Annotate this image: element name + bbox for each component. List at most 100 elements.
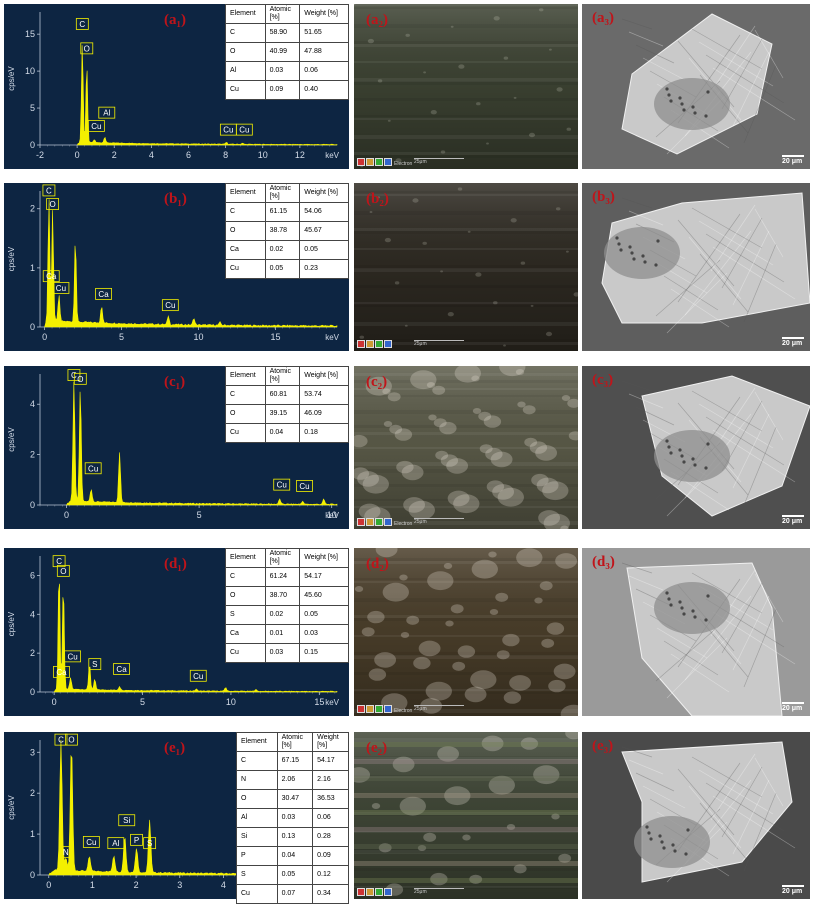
table-cell: S: [236, 865, 278, 885]
panel-label: (c₁): [164, 374, 186, 390]
y-tick-label: 2: [30, 450, 35, 460]
table-cell: 0.06: [312, 808, 349, 828]
table-cell: 36.53: [312, 789, 349, 809]
x-tick-label: 6: [186, 150, 191, 160]
peak-marker: Cu: [82, 836, 100, 848]
x-tick-label: 3: [177, 880, 182, 890]
composition-table: Element Atomic [%] Weight [%] C 58.90 51.65 O 4…: [225, 4, 349, 100]
table-cell: 54.17: [312, 751, 349, 771]
column-header: Weight [%]: [299, 366, 349, 386]
table-cell: 0.04: [276, 846, 314, 866]
peak-marker: C: [42, 184, 56, 197]
table-cell: 61.24: [264, 567, 301, 587]
sem-micrograph: 20 μm: [582, 4, 810, 169]
scale-text: 25μm: [414, 159, 427, 165]
surface-texture: [354, 183, 578, 351]
sem-micrograph: 20 μm: [582, 732, 810, 899]
table-cell: 0.07: [276, 884, 314, 904]
y-tick-label: 2: [30, 788, 35, 798]
x-tick-label: -2: [36, 150, 44, 160]
peak-marker: Cu: [64, 650, 81, 663]
column-header: Atomic [%]: [264, 366, 301, 386]
peak-label: Ca: [56, 668, 67, 677]
table-cell: Ca: [225, 624, 266, 644]
table-cell: 39.15: [264, 404, 301, 424]
table-cell: C: [225, 202, 266, 222]
optical-micrograph: Electron 25μm: [354, 366, 578, 529]
peak-label: P: [134, 836, 139, 845]
peak-label: O: [84, 44, 90, 53]
table-row: Cu 0.09 0.40: [225, 80, 349, 100]
column-header: Atomic [%]: [264, 548, 301, 568]
peak-marker: O: [73, 372, 87, 385]
peak-label: N: [63, 848, 69, 857]
y-tick-label: 10: [25, 66, 35, 76]
column-header: Atomic [%]: [276, 732, 314, 752]
table-cell: 0.05: [276, 865, 314, 885]
scale-bar: 20 μm: [782, 885, 804, 895]
x-tick-label: 15: [314, 697, 324, 707]
table-cell: 58.90: [264, 23, 301, 43]
table-cell: C: [225, 385, 266, 405]
table-row: Ca 0.02 0.05: [225, 240, 349, 260]
table-cell: Cu: [236, 884, 278, 904]
table-header-row: Element Atomic [%] Weight [%]: [225, 4, 349, 24]
optical-micrograph: 25μm: [354, 183, 578, 351]
y-axis-label: cps/eV: [7, 246, 16, 271]
table-cell: 46.09: [299, 404, 349, 424]
composition-table: Element Atomic [%] Weight [%] C 60.81 53.74 O 3…: [225, 366, 349, 443]
table-cell: 0.09: [312, 846, 349, 866]
panel-label: (c₂): [366, 374, 388, 390]
table-cell: 54.17: [299, 567, 349, 587]
column-header: Element: [225, 183, 266, 203]
y-tick-label: 1: [30, 829, 35, 839]
x-axis-unit: keV: [325, 698, 339, 707]
peak-marker: Cu: [273, 478, 291, 491]
table-row: C 61.24 54.17: [225, 567, 349, 587]
table-cell: 2.16: [312, 770, 349, 790]
x-tick-label: 8: [223, 150, 228, 160]
surface-texture: [354, 366, 578, 529]
scale-text: 25μm: [414, 341, 427, 347]
y-tick-label: 0: [30, 500, 35, 510]
table-row: O 30.47 36.53: [236, 789, 349, 809]
table-cell: O: [225, 42, 266, 62]
x-tick-label: 10: [193, 332, 203, 342]
peak-marker: O: [46, 198, 60, 210]
y-tick-label: 5: [30, 103, 35, 113]
table-cell: O: [225, 221, 266, 241]
x-tick-label: 4: [221, 880, 226, 890]
x-axis-unit: keV: [325, 511, 339, 520]
scale-text: 25μm: [414, 519, 427, 525]
peak-marker: Al: [107, 837, 125, 850]
spectrum-curve: [76, 45, 338, 146]
peak-marker: S: [88, 658, 102, 671]
y-tick-label: 0: [30, 870, 35, 880]
x-tick-label: 2: [134, 880, 139, 890]
table-cell: S: [225, 605, 266, 625]
peak-label: Al: [103, 109, 110, 118]
y-tick-label: 1: [30, 263, 35, 273]
peak-label: Ca: [98, 290, 109, 299]
table-cell: Cu: [225, 259, 266, 279]
peak-marker: C: [75, 18, 89, 30]
color-legend: [357, 705, 392, 713]
peak-label: Cu: [86, 838, 96, 847]
table-cell: Al: [225, 61, 266, 81]
table-cell: N: [236, 770, 278, 790]
peak-marker: P: [130, 833, 143, 846]
sem-micrograph: 20 μm: [582, 183, 810, 351]
peak-marker: O: [80, 42, 94, 55]
column-header: Weight [%]: [299, 4, 349, 24]
scale-bar: 20 μm: [782, 515, 804, 525]
y-tick-label: 6: [30, 570, 35, 580]
table-cell: O: [225, 586, 266, 606]
table-cell: 0.18: [299, 423, 349, 443]
table-cell: 0.40: [299, 80, 349, 100]
x-tick-label: 0: [64, 510, 69, 520]
x-tick-label: 2: [112, 150, 117, 160]
table-cell: Cu: [225, 643, 266, 663]
column-header: Atomic [%]: [264, 183, 301, 203]
x-tick-label: 0: [42, 332, 47, 342]
peak-marker: Cu: [87, 120, 105, 132]
